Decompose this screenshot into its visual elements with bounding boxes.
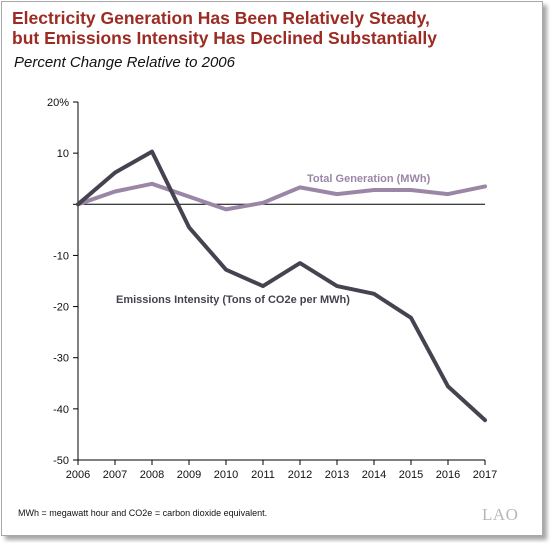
footnote: MWh = megawatt hour and CO2e = carbon di… xyxy=(18,508,268,518)
x-tick-label: 2007 xyxy=(103,469,127,481)
x-tick-label: 2009 xyxy=(177,469,201,481)
y-tick-label: 20% xyxy=(47,97,69,109)
y-tick-label: -30 xyxy=(53,353,69,365)
x-tick-label: 2011 xyxy=(251,469,275,481)
series-line-total-generation xyxy=(76,181,487,212)
y-tick-label: -10 xyxy=(53,250,69,262)
chart-title: Electricity Generation Has Been Relative… xyxy=(12,8,437,48)
y-tick-label: 10 xyxy=(57,148,69,160)
series-label-total-generation: Total Generation (MWh) xyxy=(307,173,431,185)
y-tick-label: -40 xyxy=(53,404,69,416)
x-tick-label: 2016 xyxy=(436,469,460,481)
lao-logo: LAO xyxy=(482,505,519,524)
chart-frame xyxy=(1,1,543,536)
x-tick-label: 2012 xyxy=(288,469,312,481)
x-tick-label: 2006 xyxy=(66,469,90,481)
x-tick-label: 2017 xyxy=(473,469,497,481)
chart-subtitle: Percent Change Relative to 2006 xyxy=(14,54,235,71)
y-tick-label: -50 xyxy=(53,455,69,467)
series-line-emissions-intensity xyxy=(76,149,487,423)
y-tick-label: -20 xyxy=(53,302,69,314)
x-tick-label: 2014 xyxy=(362,469,386,481)
x-tick-label: 2015 xyxy=(399,469,423,481)
x-tick-label: 2010 xyxy=(214,469,238,481)
series-label-emissions-intensity: Emissions Intensity (Tons of CO2e per MW… xyxy=(116,294,350,306)
x-tick-label: 2013 xyxy=(325,469,349,481)
x-tick-label: 2008 xyxy=(140,469,164,481)
